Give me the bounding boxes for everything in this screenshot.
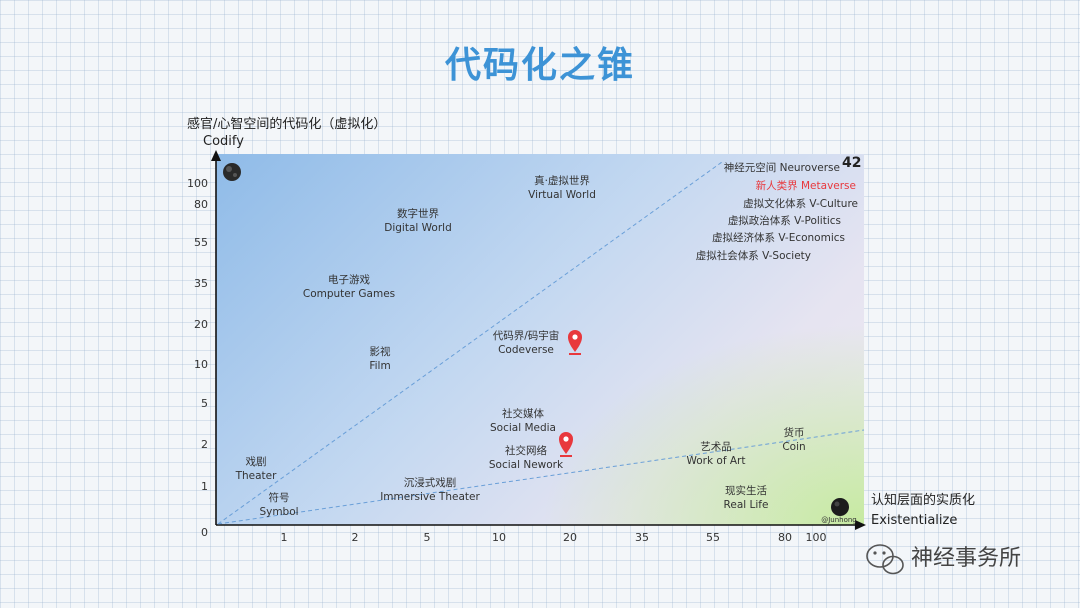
list-item-v-society: 虚拟社会体系 V-Society bbox=[695, 250, 811, 262]
corner-icon-caption: @Junhong bbox=[821, 516, 857, 524]
list-item-metaverse: 新人类界 Metaverse bbox=[755, 180, 856, 192]
node-social-network: 社交网络 Social Nework bbox=[488, 445, 564, 471]
page-title: 代码化之锥 bbox=[444, 45, 635, 86]
y-tick: 35 bbox=[194, 277, 208, 290]
x-tick: 35 bbox=[635, 531, 649, 544]
y-tick: 80 bbox=[194, 198, 208, 211]
node-film: 影视 Film bbox=[369, 346, 391, 372]
node-immersive-theater: 沉浸式戏剧 Immersive Theater bbox=[380, 477, 480, 503]
x-tick: 5 bbox=[423, 531, 431, 544]
node-social-media: 社交媒体 Social Media bbox=[489, 408, 556, 434]
y-tick: 20 bbox=[194, 318, 208, 331]
x-axis-subtitle: Existentialize bbox=[871, 513, 958, 528]
x-tick: 100 bbox=[805, 531, 827, 544]
map-pin-icon bbox=[568, 330, 582, 355]
y-axis-arrow bbox=[211, 150, 221, 161]
y-tick: 100 bbox=[187, 177, 208, 190]
dark-globe-icon bbox=[831, 498, 849, 516]
y-axis-title: 感官/心智空间的代码化（虚拟化） bbox=[187, 117, 387, 132]
y-axis-subtitle: Codify bbox=[203, 134, 244, 149]
y-tick: 55 bbox=[194, 236, 208, 249]
node-real-life: 现实生活 Real Life bbox=[723, 485, 769, 511]
x-tick: 20 bbox=[563, 531, 577, 544]
x-tick: 10 bbox=[492, 531, 506, 544]
list-item-neuroverse: 神经元空间 Neuroverse bbox=[723, 162, 840, 174]
x-tick: 2 bbox=[351, 531, 359, 544]
map-pin-icon bbox=[559, 432, 573, 457]
node-coin: 货币 Coin bbox=[782, 427, 806, 453]
node-virtual-world: 真·虚拟世界 Virtual World bbox=[528, 175, 596, 201]
y-tick: 2 bbox=[201, 438, 208, 451]
plot-area bbox=[216, 154, 864, 525]
x-axis-title: 认知层面的实质化 bbox=[871, 493, 976, 508]
node-digital-world: 数字世界 Digital World bbox=[384, 208, 452, 234]
y-tick: 1 bbox=[201, 480, 208, 493]
x-axis-arrow bbox=[855, 520, 866, 530]
list-item-v-politics: 虚拟政治体系 V-Politics bbox=[727, 215, 841, 227]
y-tick: 5 bbox=[201, 397, 208, 410]
dark-globe-icon bbox=[223, 163, 241, 181]
badge-42: 42 bbox=[842, 155, 862, 171]
x-tick: 1 bbox=[280, 531, 288, 544]
cone-upper-guide bbox=[217, 161, 723, 525]
cone-lower-guide bbox=[217, 429, 865, 525]
x-tick: 55 bbox=[706, 531, 720, 544]
node-codeverse: 代码界/码宇宙 Codeverse bbox=[492, 330, 560, 356]
x-tick: 80 bbox=[778, 531, 792, 544]
y-tick: 0 bbox=[201, 526, 208, 539]
list-item-v-economics: 虚拟经济体系 V-Economics bbox=[712, 232, 845, 244]
node-computer-games: 电子游戏 Computer Games bbox=[302, 274, 396, 300]
node-theater: 戏剧 Theater bbox=[235, 456, 277, 482]
y-tick: 10 bbox=[194, 358, 208, 371]
list-item-v-culture: 虚拟文化体系 V-Culture bbox=[743, 198, 858, 210]
node-work-of-art: 艺术品 Work of Art bbox=[686, 441, 746, 467]
node-symbol: 符号 Symbol bbox=[259, 492, 299, 518]
watermark-text: 神经事务所 bbox=[911, 546, 1022, 571]
